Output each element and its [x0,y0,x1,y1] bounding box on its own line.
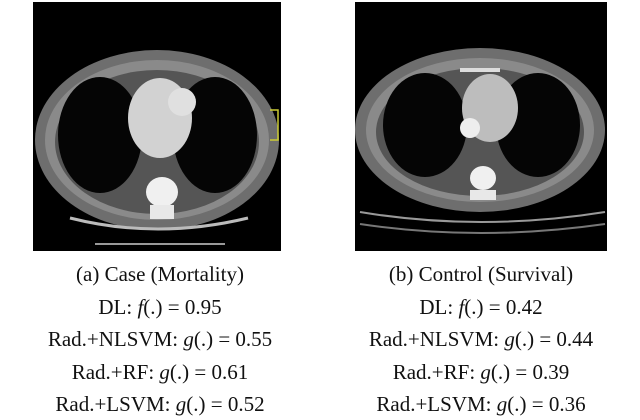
model-label: DL: [419,294,454,319]
function-name: f [458,294,465,319]
score-line: Rad.+LSVM: g(.) = 0.36 [321,388,640,420]
function-name: g [175,392,187,416]
model-label: Rad.+NLSVM: [47,327,179,351]
score: (.) = 0.36 [507,392,586,416]
score: (.) = 0.39 [490,359,570,384]
score-line: Rad.+RF: g(.) = 0.39 [321,356,640,389]
ct-images [33,2,607,251]
model-label: Rad.+LSVM: [376,392,492,416]
caption-text: (a) Case (Mortality) [76,262,244,286]
panel-caption: (a) Case (Mortality) [0,258,320,291]
score-line: Rad.+LSVM: g(.) = 0.52 [0,388,320,420]
ct-case [33,2,281,251]
score-line: Rad.+NLSVM: g(.) = 0.44 [321,323,640,356]
score: (.) = 0.42 [464,294,543,319]
caption-a: (a) Case (Mortality) DL: f(.) = 0.95 Rad.+… [0,258,320,420]
score-line: DL: f(.) = 0.95 [0,291,320,324]
caption-b: (b) Control (Survival) DL: f(.) = 0.42 Rad… [321,258,640,420]
caption-text: (b) Control (Survival) [388,262,574,286]
score: (.) = 0.44 [514,327,594,351]
score: (.) = 0.52 [186,392,265,416]
function-name: g [183,327,194,351]
ct-control [355,2,607,251]
function-name: g [480,359,491,384]
score-line: DL: f(.) = 0.42 [321,291,640,324]
function-name: g [504,327,515,351]
score: (.) = 0.55 [193,327,273,351]
function-name: f [137,294,144,319]
score-line: Rad.+NLSVM: g(.) = 0.55 [0,323,320,356]
model-label: Rad.+RF: [71,359,155,384]
function-name: g [159,359,170,384]
model-label: DL: [98,294,133,319]
score-line: Rad.+RF: g(.) = 0.61 [0,356,320,389]
function-name: g [496,392,508,416]
model-label: Rad.+LSVM: [55,392,171,416]
score: (.) = 0.95 [143,294,222,319]
model-label: Rad.+NLSVM: [368,327,500,351]
panel-caption: (b) Control (Survival) [321,258,640,291]
model-label: Rad.+RF: [392,359,476,384]
score: (.) = 0.61 [169,359,249,384]
